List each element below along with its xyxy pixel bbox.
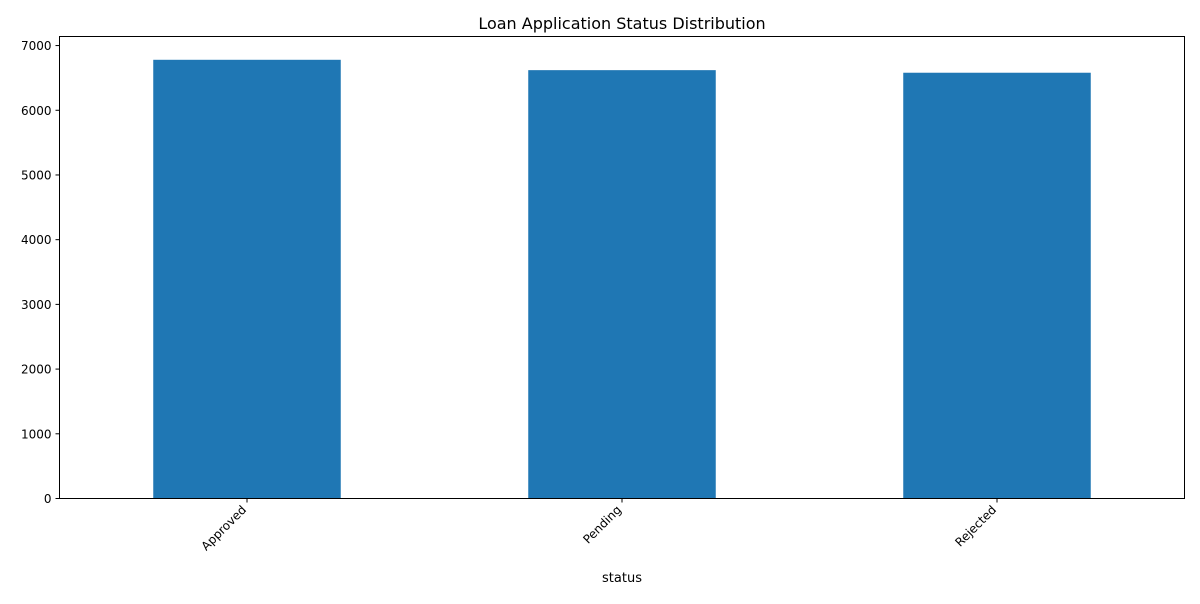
bar-pending xyxy=(528,70,716,499)
y-tick-label: 0 xyxy=(44,492,52,506)
bar-approved xyxy=(153,59,341,499)
bar-rejected xyxy=(903,72,1091,499)
y-tick-label: 2000 xyxy=(21,363,52,377)
y-tick-label: 1000 xyxy=(21,427,52,441)
chart-title: Loan Application Status Distribution xyxy=(478,14,765,33)
x-axis-label: status xyxy=(602,571,642,586)
plot-frame xyxy=(59,36,1185,499)
y-axis: 0 1000 2000 3000 4000 5000 6000 7000 xyxy=(21,39,60,506)
bars-layer xyxy=(153,59,1091,499)
y-tick-label: 6000 xyxy=(21,104,52,118)
y-tick-label: 4000 xyxy=(21,233,52,247)
y-tick-label: 3000 xyxy=(21,298,52,312)
y-tick-label: 5000 xyxy=(21,168,52,182)
y-tick-label: 7000 xyxy=(21,39,52,53)
